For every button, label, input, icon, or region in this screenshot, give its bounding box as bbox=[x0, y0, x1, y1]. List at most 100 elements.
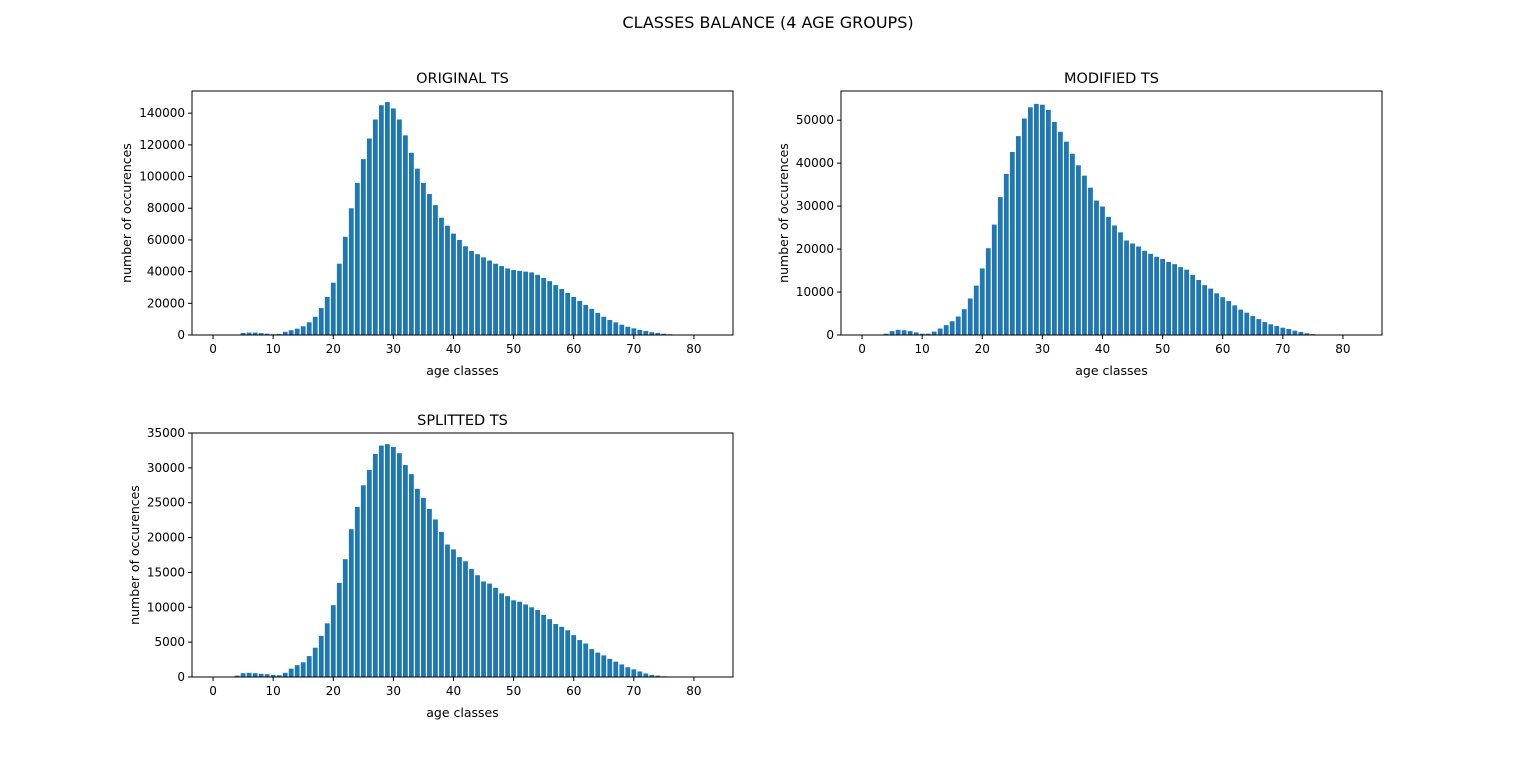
x-tick-label: 20 bbox=[975, 342, 990, 356]
axes-frame bbox=[840, 90, 1383, 336]
bar bbox=[1286, 328, 1292, 335]
bar bbox=[607, 319, 613, 335]
bar bbox=[1166, 261, 1172, 335]
bar bbox=[457, 557, 462, 677]
bar bbox=[1262, 322, 1268, 335]
bar bbox=[294, 328, 300, 335]
bar bbox=[1009, 152, 1015, 335]
bar bbox=[439, 531, 444, 677]
y-tick-label: 120000 bbox=[139, 138, 185, 152]
bar bbox=[396, 119, 402, 336]
y-tick-label: 40000 bbox=[147, 265, 185, 279]
bar bbox=[1112, 225, 1117, 335]
bar bbox=[433, 519, 438, 677]
bar bbox=[258, 333, 264, 335]
bar bbox=[360, 159, 366, 335]
bar bbox=[637, 329, 643, 335]
y-tick-label: 50000 bbox=[796, 113, 834, 127]
bar bbox=[384, 444, 390, 677]
bar bbox=[643, 331, 649, 335]
bar bbox=[336, 263, 342, 335]
bar bbox=[901, 330, 907, 335]
y-tick-label: 10000 bbox=[147, 600, 185, 614]
bar bbox=[390, 108, 396, 336]
bar bbox=[348, 529, 354, 677]
bar bbox=[895, 329, 901, 335]
bar bbox=[258, 673, 264, 677]
y-tick-label: 25000 bbox=[147, 496, 185, 510]
bar bbox=[913, 332, 919, 335]
bar bbox=[306, 322, 312, 335]
bar bbox=[463, 246, 468, 335]
bar bbox=[1220, 297, 1226, 335]
bar bbox=[415, 168, 420, 335]
bar bbox=[955, 316, 961, 335]
y-tick-label: 100000 bbox=[139, 170, 185, 184]
bar bbox=[475, 254, 480, 335]
bar bbox=[372, 119, 378, 336]
bar bbox=[883, 333, 889, 335]
bar bbox=[583, 304, 589, 335]
bar bbox=[342, 559, 348, 677]
x-tick-label: 80 bbox=[1335, 342, 1350, 356]
bar bbox=[1250, 316, 1256, 335]
chart-title: MODIFIED TS bbox=[1064, 71, 1159, 87]
bar bbox=[318, 635, 324, 677]
bar bbox=[264, 674, 270, 677]
bar bbox=[1100, 206, 1105, 335]
bar bbox=[1148, 253, 1153, 335]
bar bbox=[1268, 324, 1274, 335]
bar bbox=[541, 614, 547, 677]
bar bbox=[601, 655, 607, 677]
bar bbox=[1045, 109, 1051, 336]
bar bbox=[457, 239, 462, 335]
bar bbox=[288, 330, 294, 335]
y-tick-label: 35000 bbox=[147, 426, 185, 440]
bars bbox=[228, 444, 673, 677]
bar bbox=[619, 664, 625, 677]
x-tick-label: 70 bbox=[1275, 342, 1290, 356]
bar bbox=[961, 309, 967, 335]
bar bbox=[925, 333, 931, 335]
bar bbox=[949, 321, 955, 335]
bar bbox=[943, 325, 949, 335]
chart-title: ORIGINAL TS bbox=[416, 71, 509, 87]
bar bbox=[577, 300, 583, 335]
y-tick-label: 40000 bbox=[796, 156, 834, 170]
bar bbox=[889, 331, 895, 335]
bar bbox=[649, 332, 655, 335]
bar bbox=[300, 326, 306, 335]
bar bbox=[979, 268, 985, 335]
bar bbox=[919, 333, 925, 335]
bar bbox=[1214, 293, 1220, 335]
bar bbox=[300, 662, 306, 677]
bar bbox=[1070, 153, 1075, 335]
bars bbox=[210, 102, 715, 336]
bar bbox=[1160, 258, 1165, 335]
bar bbox=[655, 332, 661, 335]
bar bbox=[625, 326, 631, 335]
bar bbox=[1256, 319, 1262, 335]
bar bbox=[330, 282, 336, 335]
bar bbox=[481, 257, 486, 335]
x-tick-label: 0 bbox=[209, 342, 217, 356]
x-tick-label: 50 bbox=[506, 684, 521, 698]
y-axis-label: number of occurences bbox=[119, 143, 134, 283]
bar bbox=[294, 665, 300, 677]
bar bbox=[499, 266, 504, 335]
x-axis-label: age classes bbox=[426, 363, 499, 378]
axes-frame bbox=[191, 432, 734, 678]
bar bbox=[469, 251, 474, 335]
bar bbox=[360, 485, 366, 677]
bar bbox=[463, 561, 468, 677]
bar bbox=[571, 296, 577, 335]
bar bbox=[571, 635, 577, 677]
bar bbox=[493, 263, 498, 335]
bar bbox=[583, 643, 589, 677]
bar bbox=[276, 675, 282, 677]
bar bbox=[312, 647, 318, 677]
x-tick-label: 0 bbox=[858, 342, 866, 356]
x-tick-label: 80 bbox=[686, 342, 701, 356]
bar bbox=[451, 549, 456, 677]
x-tick-label: 60 bbox=[1215, 342, 1230, 356]
